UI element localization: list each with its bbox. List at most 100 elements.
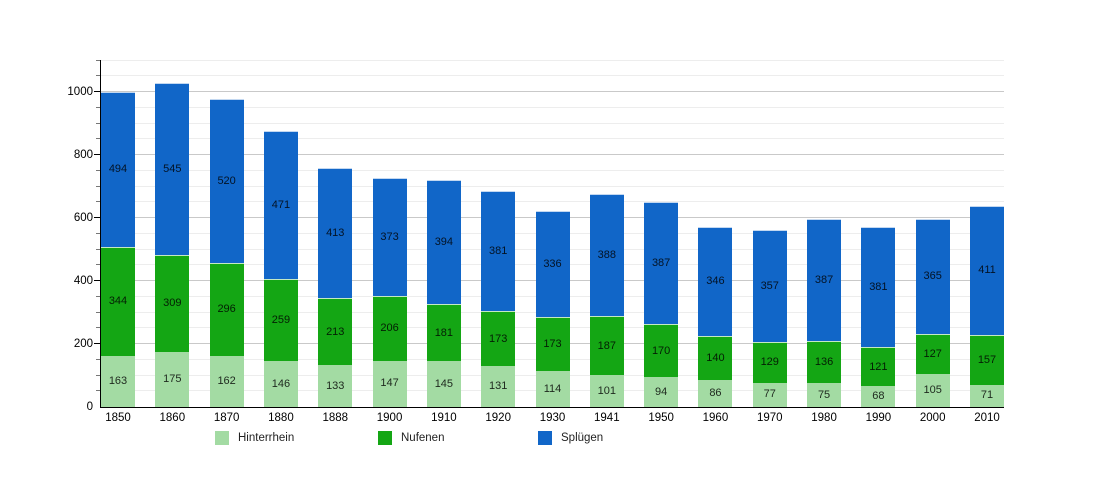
y-tick xyxy=(94,280,100,281)
bar-segment-nufenen: 170 xyxy=(644,323,679,378)
legend-label-spluegen: Splügen xyxy=(561,432,604,444)
bar-1900: 147 206 373 xyxy=(372,60,407,407)
bar-segment-hinterrhein: 71 xyxy=(970,384,1004,407)
bar-value-label: 413 xyxy=(326,226,345,239)
x-axis-label: 1960 xyxy=(702,412,729,424)
bar-value-label: 494 xyxy=(108,163,128,176)
y-tick xyxy=(96,248,100,250)
bar-segment-hinterrhein: 68 xyxy=(861,385,896,407)
bar-segment-hinterrhein: 94 xyxy=(644,377,679,407)
x-axis-label: 1880 xyxy=(268,412,294,424)
y-tick xyxy=(96,59,100,61)
bar-value-label: 381 xyxy=(869,281,888,294)
y-axis-label: 600 xyxy=(73,212,93,224)
bar-segment-nufenen: 129 xyxy=(752,342,787,383)
bar-segment-nufenen: 127 xyxy=(915,333,950,374)
bar-segment-hinterrhein: 75 xyxy=(807,383,842,407)
bar-segment-nufenen: 173 xyxy=(535,316,570,372)
bar-value-label: 394 xyxy=(434,236,454,249)
bar-segment-hinterrhein: 175 xyxy=(155,351,190,407)
x-axis-label: 1980 xyxy=(811,412,837,424)
bar-segment-hinterrhein: 131 xyxy=(481,365,516,407)
bar-value-label: 387 xyxy=(814,273,834,286)
x-axis-label: 2000 xyxy=(919,412,946,424)
bar-segment-nufenen: 296 xyxy=(209,262,244,356)
bar-segment-splügen: 365 xyxy=(915,218,950,334)
bar-value-label: 127 xyxy=(923,347,942,360)
bar-segment-splügen: 387 xyxy=(807,218,842,341)
bar-value-label: 71 xyxy=(980,389,994,402)
plot-area: 0 200 400 600 800 1000 163 344 494 1850 175 309 545 1… xyxy=(67,59,1004,424)
bar-segment-splügen: 413 xyxy=(318,167,353,299)
y-axis-label: 0 xyxy=(86,401,93,413)
bar-1860: 175 309 545 xyxy=(155,60,190,407)
bar-segment-nufenen: 181 xyxy=(426,304,461,362)
legend-item-spluegen: Splügen xyxy=(538,431,603,445)
y-tick xyxy=(94,343,100,344)
bar-value-label: 129 xyxy=(760,356,779,369)
legend-label-nufenen: Nufenen xyxy=(401,432,445,444)
x-axis-label: 1930 xyxy=(539,412,566,424)
bar-value-label: 75 xyxy=(817,388,831,401)
y-tick xyxy=(96,75,100,77)
bar-value-label: 131 xyxy=(489,379,508,392)
bar-segment-nufenen: 344 xyxy=(101,247,135,356)
y-axis-label: 200 xyxy=(73,338,93,350)
bar-segment-splügen: 520 xyxy=(209,98,244,263)
bar-value-label: 86 xyxy=(709,386,722,399)
legend: Hinterrhein Nufenen Splügen xyxy=(0,431,1100,451)
bar-value-label: 101 xyxy=(597,384,616,397)
y-tick xyxy=(96,169,100,171)
y-tick xyxy=(96,295,100,297)
y-tick xyxy=(94,91,100,92)
bar-segment-splügen: 381 xyxy=(861,227,896,348)
bar-value-label: 68 xyxy=(872,389,885,402)
bar-value-label: 163 xyxy=(108,374,128,387)
y-axis-label: 400 xyxy=(73,275,93,287)
x-axis-label: 1850 xyxy=(105,412,131,424)
y-tick xyxy=(96,374,100,376)
bar-segment-splügen: 411 xyxy=(970,205,1004,336)
y-tick xyxy=(96,122,100,124)
gridline xyxy=(101,91,1004,92)
bar-2010: 71 157 411 xyxy=(970,60,1004,407)
bar-segment-nufenen: 173 xyxy=(481,311,516,366)
bar-value-label: 411 xyxy=(978,264,996,277)
bar-1910: 145 181 394 xyxy=(426,60,461,407)
bar-segment-hinterrhein: 163 xyxy=(101,355,135,407)
y-tick xyxy=(96,138,100,140)
bar-1880: 146 259 471 xyxy=(263,60,298,407)
bar-segment-splügen: 381 xyxy=(481,191,516,312)
bar-value-label: 175 xyxy=(163,372,182,385)
bar-value-label: 170 xyxy=(651,344,671,357)
legend-item-nufenen: Nufenen xyxy=(378,431,444,445)
x-axis-label: 1970 xyxy=(756,412,783,424)
bar-value-label: 147 xyxy=(380,377,399,390)
bar-segment-splügen: 394 xyxy=(426,180,461,305)
bar-value-label: 213 xyxy=(326,325,345,338)
x-axis-label: 1950 xyxy=(648,412,674,424)
bar-value-label: 181 xyxy=(434,326,454,339)
bar-value-label: 162 xyxy=(217,374,236,387)
bar-value-label: 381 xyxy=(489,245,508,258)
bar-value-label: 105 xyxy=(923,383,942,396)
bar-segment-splügen: 388 xyxy=(589,194,624,317)
x-axis-label: 1900 xyxy=(376,412,403,424)
bar-value-label: 136 xyxy=(814,355,834,368)
bar-value-label: 114 xyxy=(543,382,562,395)
bar-segment-splügen: 336 xyxy=(535,210,570,317)
bar-segment-nufenen: 136 xyxy=(807,340,842,384)
bar-1980: 75 136 387 xyxy=(807,60,842,407)
y-tick xyxy=(96,185,100,187)
bar-value-label: 309 xyxy=(163,297,182,310)
bar-1888: 133 213 413 xyxy=(318,60,353,407)
y-axis-label: 800 xyxy=(73,149,93,161)
bar-value-label: 145 xyxy=(434,377,454,390)
gridline xyxy=(101,169,1004,171)
bar-segment-hinterrhein: 162 xyxy=(209,355,244,407)
gridline xyxy=(101,122,1004,124)
x-axis-label: 1888 xyxy=(322,412,349,424)
bar-segment-hinterrhein: 133 xyxy=(318,365,353,407)
legend-swatch-spluegen xyxy=(538,431,552,445)
